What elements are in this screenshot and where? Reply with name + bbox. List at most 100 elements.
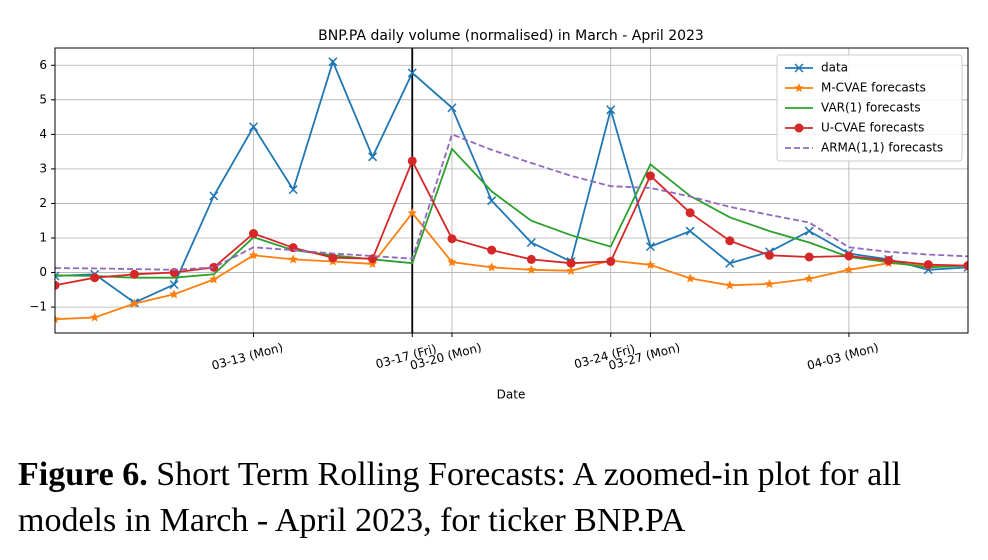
legend-marker: [794, 123, 804, 133]
marker: [606, 256, 616, 266]
series: [55, 208, 968, 324]
chart: BNP.PA daily volume (normalised) in Marc…: [29, 28, 969, 402]
marker: [447, 103, 457, 113]
marker-stroke: [407, 68, 417, 78]
marker: [844, 264, 854, 274]
series-line: [55, 147, 968, 279]
series-line: [55, 211, 968, 321]
marker: [963, 261, 968, 271]
marker-stroke: [487, 196, 497, 206]
marker: [606, 105, 616, 115]
marker: [288, 185, 298, 195]
legend-label: VAR(1) forecasts: [821, 101, 921, 115]
plot-frame: [54, 47, 969, 334]
marker: [55, 271, 60, 281]
y-tick-label: 3: [39, 161, 47, 175]
legend-label: ARMA(1,1) forecasts: [821, 141, 943, 155]
marker-stroke: [169, 280, 179, 290]
y-tick-label: 0: [39, 265, 47, 279]
legend: data M-CVAE forecasts VAR(1) forecasts U-CV…: [776, 54, 963, 162]
legend-marker: [794, 63, 804, 73]
marker-stroke: [526, 237, 536, 248]
marker: [129, 269, 139, 279]
caption-text: Short Term Rolling Forecasts: A zoomed-i…: [18, 456, 902, 539]
marker: [765, 250, 775, 260]
marker: [55, 280, 60, 290]
marker-stroke: [248, 122, 259, 132]
marker: [169, 289, 179, 299]
marker: [923, 260, 933, 270]
marker: [685, 226, 695, 236]
marker-stroke: [288, 185, 298, 195]
marker-stroke: [447, 103, 457, 113]
marker: [248, 229, 258, 239]
marker: [367, 258, 378, 268]
marker: [486, 262, 497, 272]
marker: [209, 191, 219, 201]
marker: [764, 278, 775, 288]
marker-stroke: [55, 271, 60, 278]
marker: [645, 259, 656, 269]
chart-title: BNP.PA daily volume (normalised) in Marc…: [318, 28, 704, 44]
marker: [447, 257, 457, 267]
legend-label: U-CVAE forecasts: [821, 121, 924, 135]
marker: [368, 152, 378, 162]
marker: [566, 258, 576, 268]
marker-stroke: [645, 242, 655, 252]
marker: [645, 171, 655, 181]
marker: [90, 273, 100, 283]
y-tick-label: 4: [39, 127, 47, 141]
marker-stroke: [55, 274, 60, 281]
marker: [844, 251, 854, 261]
marker: [804, 273, 814, 283]
marker-stroke: [725, 258, 735, 268]
y-tick-label: 2: [39, 196, 47, 210]
legend-label: M-CVAE forecasts: [821, 81, 926, 95]
marker: [487, 196, 497, 206]
series: [55, 147, 968, 279]
marker-stroke: [804, 226, 814, 236]
marker: [407, 68, 417, 78]
marker-stroke: [963, 266, 968, 272]
marker: [288, 254, 298, 264]
y-tick-label: 6: [39, 58, 47, 72]
marker: [169, 280, 179, 290]
x-tick-label: 04-03 (Mon): [806, 340, 880, 373]
marker: [89, 312, 100, 322]
legend-label: data: [821, 61, 848, 75]
marker: [725, 280, 735, 290]
marker: [526, 254, 536, 264]
y-tick-label: 5: [39, 92, 47, 106]
marker: [884, 255, 894, 265]
marker: [407, 156, 417, 166]
marker: [129, 298, 140, 308]
marker-stroke: [606, 105, 616, 115]
x-axis-label: Date: [497, 388, 526, 402]
marker: [328, 57, 338, 67]
marker: [248, 250, 259, 260]
marker: [685, 208, 695, 218]
y-tick-label: 1: [39, 231, 47, 245]
caption: Figure 6. Short Term Rolling Forecasts: …: [18, 452, 978, 544]
marker: [526, 237, 536, 248]
legend-marker: [794, 83, 804, 92]
marker-stroke: [209, 191, 219, 201]
caption-label: Figure 6.: [18, 456, 148, 493]
marker-stroke: [794, 63, 804, 73]
marker: [328, 253, 338, 263]
marker-stroke: [368, 152, 378, 162]
marker: [725, 258, 735, 268]
marker: [55, 314, 60, 324]
y-tick-label: −1: [29, 300, 47, 314]
marker: [645, 242, 655, 252]
series: [55, 156, 968, 290]
marker: [487, 245, 497, 255]
legend-box: [776, 54, 963, 162]
x-tick-label: 03-13 (Mon): [210, 340, 284, 373]
marker: [725, 236, 735, 246]
marker: [248, 122, 259, 132]
marker: [209, 274, 219, 284]
marker: [407, 208, 417, 218]
marker: [566, 265, 576, 275]
